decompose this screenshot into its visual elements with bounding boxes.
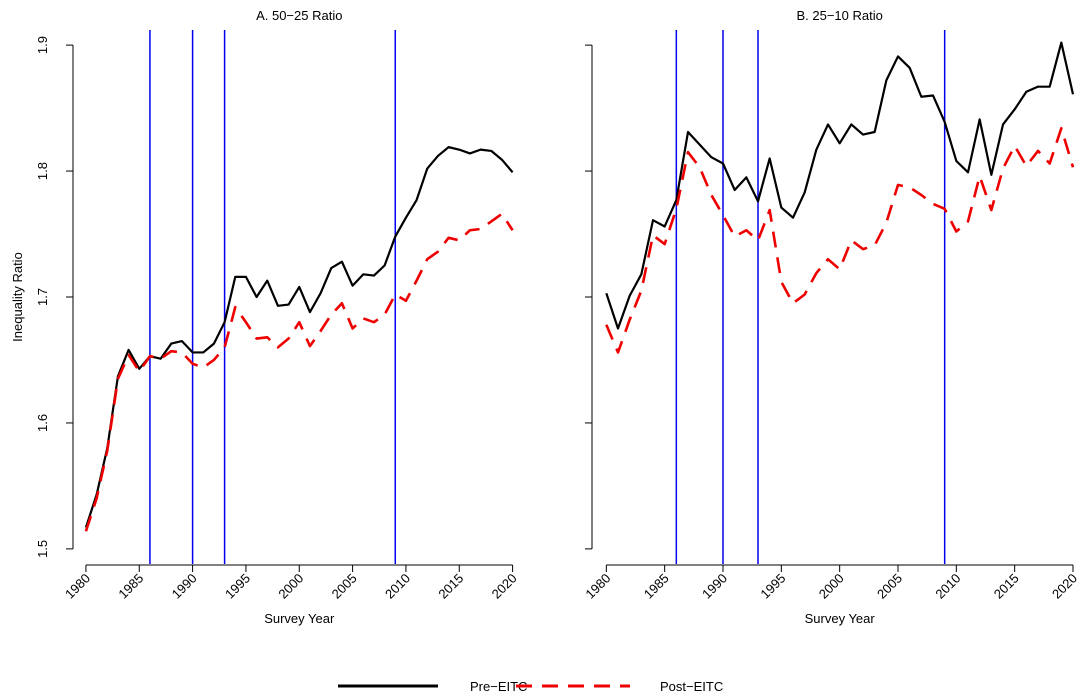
y-axis-label: Inequality Ratio <box>10 252 25 342</box>
x-axis-label: Survey Year <box>264 611 335 626</box>
y-tick-label: 1.6 <box>35 414 50 432</box>
x-tick-label: 2000 <box>816 571 847 602</box>
x-tick-label: 2020 <box>1049 571 1080 602</box>
series-line <box>84 146 514 528</box>
x-tick-label: 2015 <box>435 571 466 602</box>
x-tick-label: 1980 <box>582 571 613 602</box>
y-tick-label: 1.5 <box>35 540 50 558</box>
x-tick-label: 2000 <box>275 571 306 602</box>
legend-label: Pre−EITC <box>470 679 527 694</box>
x-tick-label: 1995 <box>757 571 788 602</box>
x-axis-label: Survey Year <box>805 611 876 626</box>
x-tick-label: 2010 <box>382 571 413 602</box>
y-tick-label: 1.7 <box>35 288 50 306</box>
series-line <box>605 41 1075 330</box>
x-tick-label: 2015 <box>991 571 1022 602</box>
x-tick-label: 1990 <box>699 571 730 602</box>
series-line <box>84 212 514 532</box>
x-tick-label: 1980 <box>62 571 93 602</box>
panel-title: A. 50−25 Ratio <box>256 8 342 23</box>
x-tick-label: 2005 <box>874 571 905 602</box>
x-tick-label: 1985 <box>641 571 672 602</box>
x-tick-label: 2020 <box>489 571 520 602</box>
panel-title: B. 25−10 Ratio <box>796 8 882 23</box>
legend-label: Post−EITC <box>660 679 723 694</box>
y-tick-label: 1.8 <box>35 162 50 180</box>
x-tick-label: 2005 <box>329 571 360 602</box>
y-tick-label: 1.9 <box>35 36 50 54</box>
x-tick-label: 1985 <box>115 571 146 602</box>
series-line <box>605 126 1075 354</box>
x-tick-label: 1995 <box>222 571 253 602</box>
x-tick-label: 1990 <box>169 571 200 602</box>
x-tick-label: 2010 <box>932 571 963 602</box>
